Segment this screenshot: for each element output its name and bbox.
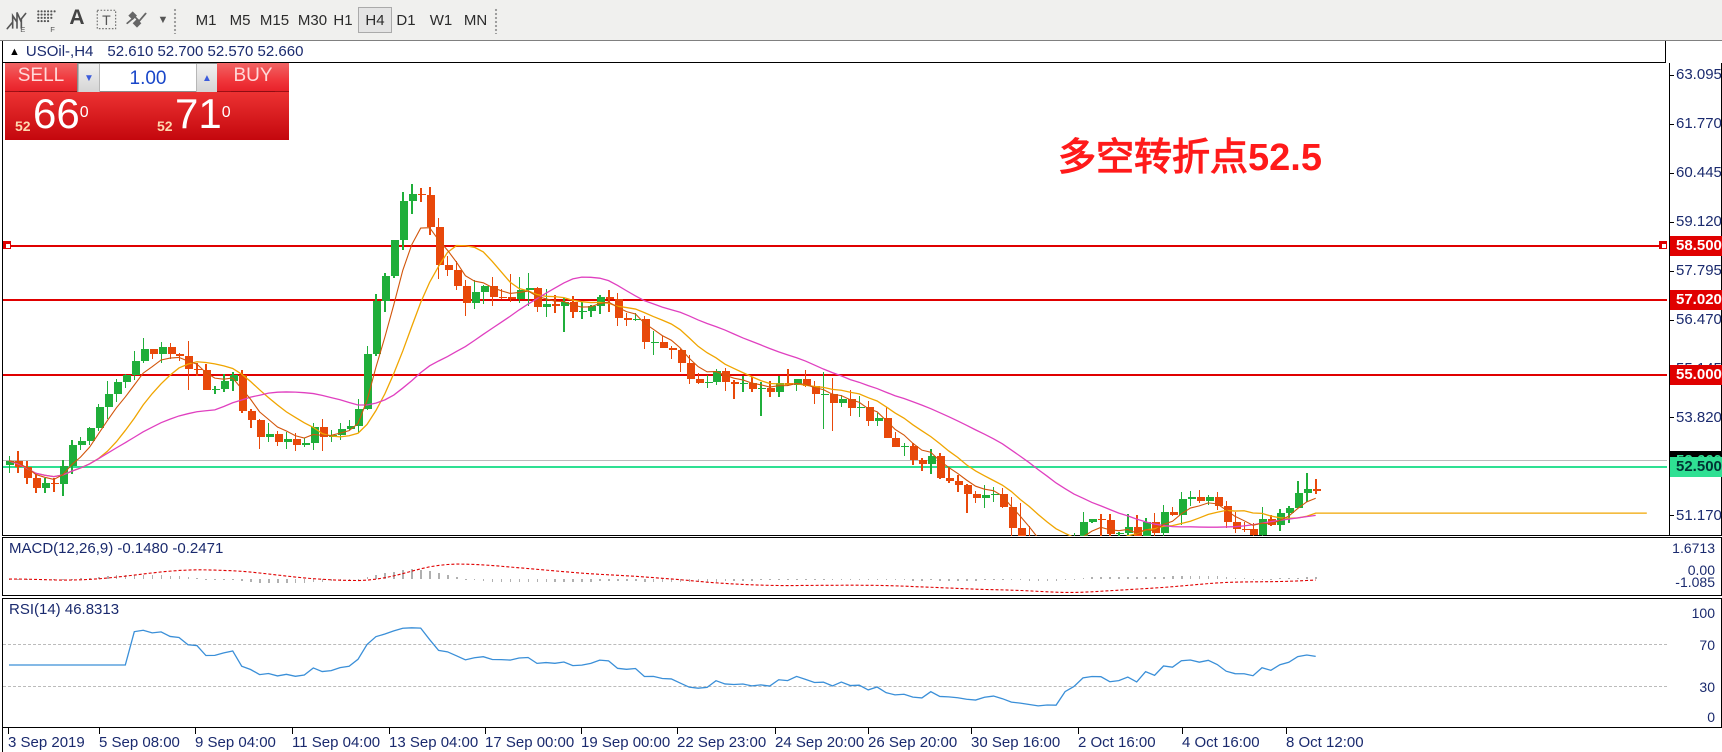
svg-text:E: E: [20, 25, 25, 34]
svg-text:T: T: [102, 12, 111, 28]
svg-text:F: F: [50, 25, 55, 34]
